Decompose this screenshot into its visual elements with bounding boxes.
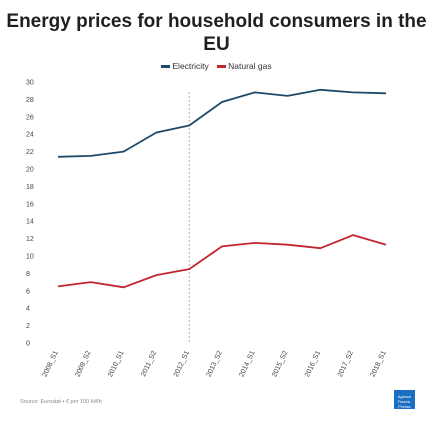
y-tick-label: 4 bbox=[26, 306, 30, 313]
y-tick-label: 26 bbox=[26, 114, 34, 121]
chart-title: Energy prices for household consumers in… bbox=[6, 11, 427, 55]
y-tick-label: 0 bbox=[26, 341, 30, 348]
y-tick-label: 2 bbox=[26, 323, 30, 330]
y-tick-label: 8 bbox=[26, 271, 30, 278]
x-tick-label: 2010_S1 bbox=[107, 350, 125, 378]
y-tick-label: 14 bbox=[26, 219, 34, 226]
series-line-electricity bbox=[57, 88, 387, 158]
x-tick-label: 2017_S2 bbox=[337, 350, 355, 378]
x-tick-label: 2012_S1 bbox=[173, 350, 191, 378]
y-tick-label: 10 bbox=[26, 254, 34, 261]
series-line-natural-gas bbox=[57, 234, 387, 289]
x-tick-label: 2016_S1 bbox=[304, 350, 322, 378]
y-tick-label: 16 bbox=[26, 201, 34, 208]
x-tick-label: 2009_S2 bbox=[74, 350, 92, 378]
y-tick-label: 28 bbox=[26, 97, 34, 104]
legend-natural-gas-swatch bbox=[217, 65, 227, 69]
x-tick-label: 2015_S2 bbox=[271, 350, 289, 378]
y-tick-label: 20 bbox=[26, 167, 34, 174]
x-tick-label: 2008_S1 bbox=[42, 350, 60, 378]
y-tick-label: 24 bbox=[26, 132, 34, 139]
x-tick-label: 2014_S1 bbox=[238, 350, 256, 378]
legend-natural-gas-label: Natural gas bbox=[228, 61, 272, 71]
legend-electricity-label: Electricity bbox=[172, 61, 209, 71]
legend-electricity: Electricity bbox=[161, 61, 209, 71]
afp-logo: Agence France-Presse bbox=[394, 390, 415, 409]
legend-natural-gas: Natural gas bbox=[217, 61, 272, 71]
x-tick-label: 2018_S1 bbox=[370, 350, 388, 378]
x-tick-label: 2011_S2 bbox=[140, 350, 158, 378]
y-tick-label: 12 bbox=[26, 236, 34, 243]
legend-electricity-swatch bbox=[161, 65, 171, 69]
source-note: Source: Eurostat • € per 100 kWh bbox=[20, 399, 102, 405]
chart-legend: Electricity Natural gas bbox=[0, 61, 433, 71]
x-tick-label: 2013_S2 bbox=[206, 350, 224, 378]
y-tick-label: 18 bbox=[26, 184, 34, 191]
y-tick-label: 6 bbox=[26, 288, 30, 295]
y-tick-label: 30 bbox=[26, 80, 34, 87]
y-tick-label: 22 bbox=[26, 149, 34, 156]
